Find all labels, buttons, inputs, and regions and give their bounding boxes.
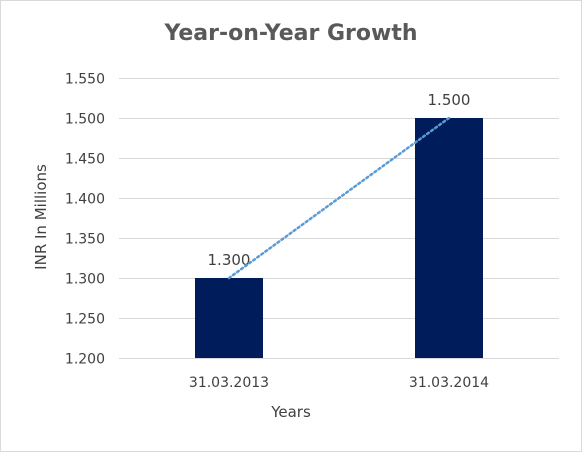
- bar: [195, 278, 263, 358]
- bar: [415, 118, 483, 358]
- y-tick-label: 1.400: [65, 192, 105, 208]
- y-tick-label: 1.350: [65, 232, 105, 248]
- x-tick-label: 31.03.2013: [189, 375, 269, 391]
- y-tick-label: 1.300: [65, 272, 105, 288]
- y-tick-label: 1.250: [65, 312, 105, 328]
- x-tick-label: 31.03.2014: [409, 375, 489, 391]
- data-label: 1.300: [208, 251, 251, 269]
- y-tick-label: 1.550: [65, 72, 105, 88]
- chart-title: Year-on-Year Growth: [164, 21, 418, 46]
- trendline: [227, 116, 451, 280]
- y-tick-label: 1.500: [65, 112, 105, 128]
- data-label: 1.500: [428, 91, 471, 109]
- y-tick-label: 1.450: [65, 152, 105, 168]
- y-tick-label: 1.200: [65, 352, 105, 368]
- x-axis-label: Years: [271, 403, 311, 421]
